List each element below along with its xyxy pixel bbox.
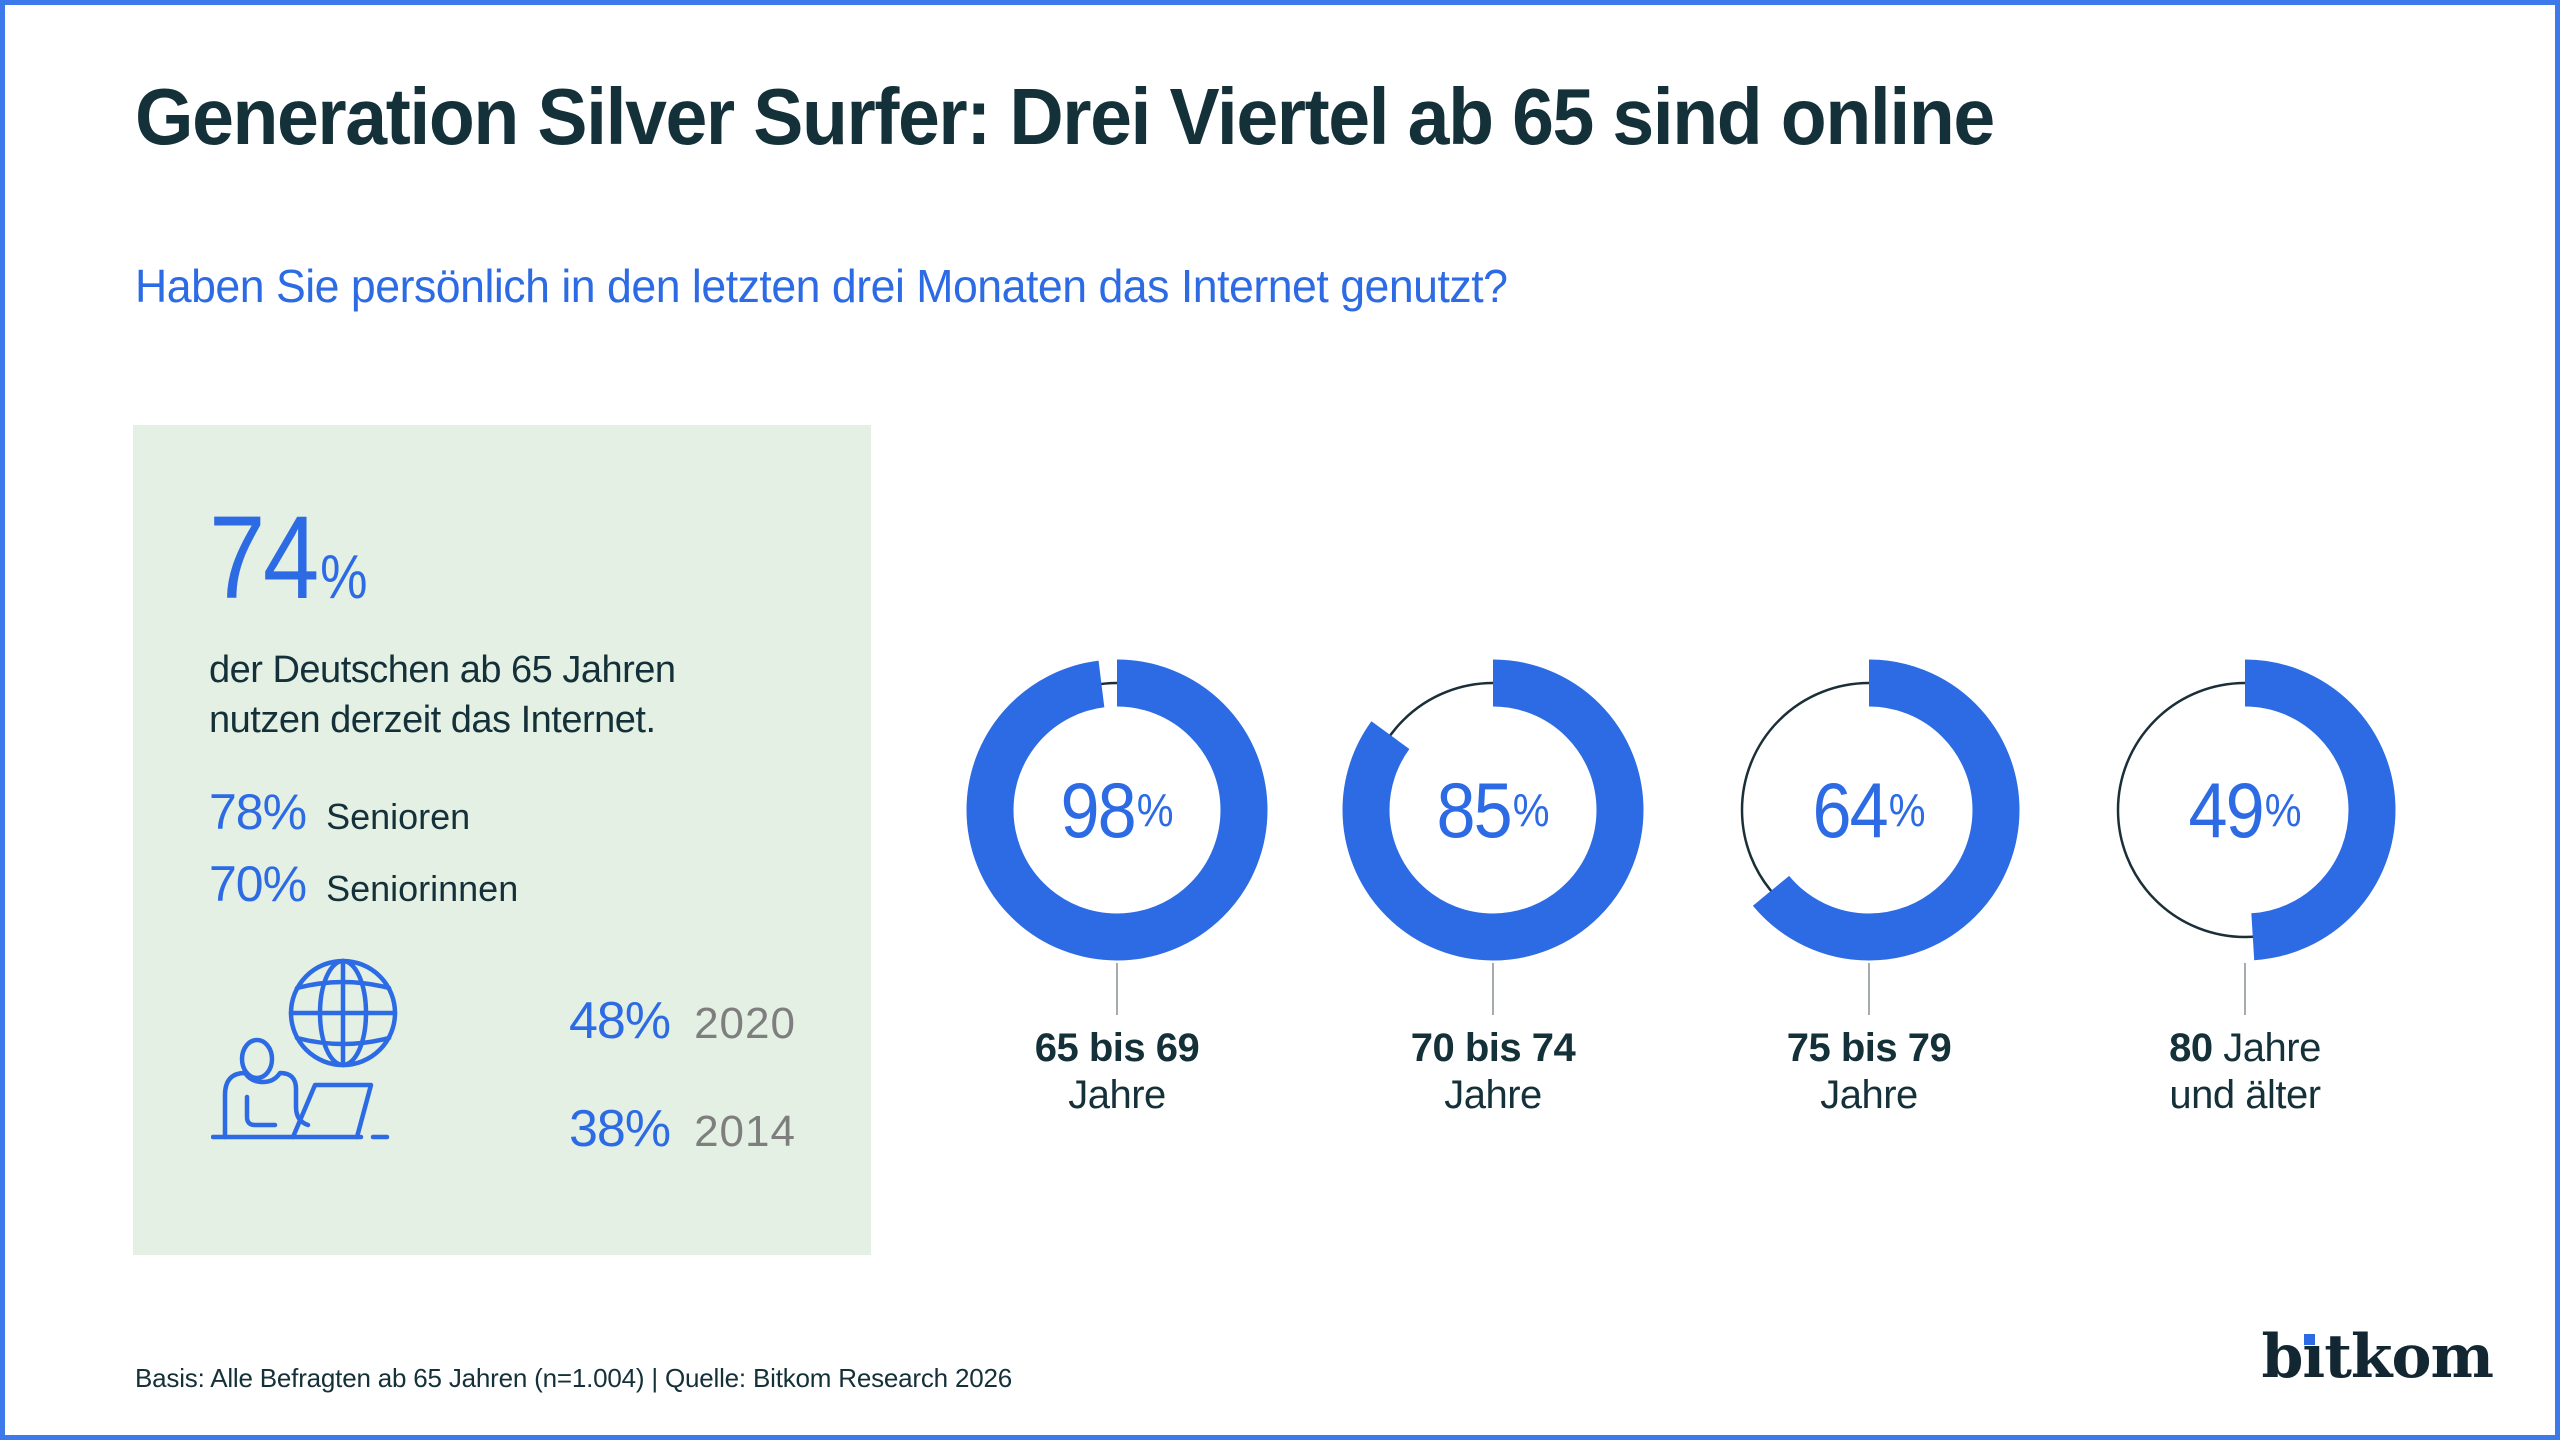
stat-label-senioren: Senioren	[326, 796, 471, 837]
donut-value-label: 49%	[2188, 766, 2302, 854]
stat-value-seniorinnen: 70%	[209, 856, 307, 912]
donut-age-label: 75 bis 79 Jahre	[1786, 1026, 1952, 1118]
person-laptop-globe-icon	[211, 958, 398, 1140]
donut-ring	[1342, 659, 1644, 961]
headline-stat-value: 74	[209, 492, 319, 624]
donut-chart-2: 85% 70 bis 74 Jahre	[1338, 655, 1648, 1135]
bitkom-logo: bı tkom	[2261, 1327, 2494, 1387]
history-value-2014: 38%	[569, 1100, 671, 1158]
headline-stat: 74%	[209, 499, 368, 617]
donut-value-label: 85%	[1436, 766, 1550, 854]
donut-chart-row: 98% 65 bis 69 Jahre 85% 70 bis 74 Jahre 64% 75 …	[5, 5, 2555, 1435]
headline-stat-unit: %	[320, 543, 368, 612]
history-value-2020: 48%	[569, 992, 671, 1050]
donut-age-label: 65 bis 69 Jahre	[1034, 1026, 1200, 1118]
donut-value-arc	[2094, 659, 2396, 961]
survey-question: Haben Sie persönlich in den letzten drei…	[135, 260, 1508, 312]
history-row-2020: 48% 2020	[569, 991, 796, 1051]
stat-label-seniorinnen: Seniorinnen	[326, 868, 519, 909]
history-year-2014: 2014	[694, 1107, 796, 1156]
page-title: Generation Silver Surfer: Drei Viertel a…	[135, 72, 1995, 161]
logo-text-post: tkom	[2324, 1322, 2494, 1392]
logo-letter-i: ı	[2302, 1327, 2325, 1387]
donut-value-label: 64%	[1812, 766, 1926, 854]
source-note: Basis: Alle Befragten ab 65 Jahren (n=1.…	[135, 1363, 1012, 1393]
donut-chart-3: 64% 75 bis 79 Jahre	[1714, 655, 2024, 1135]
history-row-2014: 38% 2014	[569, 1099, 796, 1159]
stat-value-senioren: 78%	[209, 784, 307, 840]
headline-description: der Deutschen ab 65 Jahren nutzen derzei…	[209, 649, 676, 742]
logo-i-dot	[2304, 1334, 2316, 1345]
leader-line	[2244, 963, 2246, 1015]
highlight-box: 74% der Deutschen ab 65 Jahren nutzen de…	[133, 425, 871, 1255]
donut-ring	[966, 659, 1268, 961]
donut-age-label: 70 bis 74 Jahre	[1410, 1026, 1576, 1118]
donut-ring	[2094, 659, 2396, 961]
stat-row-seniorinnen: 70% Seniorinnen	[209, 855, 518, 913]
leader-line	[1116, 963, 1118, 1015]
donut-value-arc	[966, 659, 1268, 961]
leader-line	[1492, 963, 1494, 1015]
history-year-2020: 2020	[694, 999, 796, 1048]
logo-i-stem: ı	[2302, 1322, 2325, 1392]
donut-value-arc	[1342, 659, 1644, 961]
donut-value-arc	[1718, 659, 2020, 961]
donut-chart-4: 49% 80 Jahre und älter	[2090, 655, 2400, 1135]
donut-age-label: 80 Jahre und älter	[2169, 1026, 2321, 1118]
stat-row-senioren: 78% Senioren	[209, 783, 470, 841]
donut-ring	[1718, 659, 2020, 961]
donut-chart-1: 98% 65 bis 69 Jahre	[962, 655, 1272, 1135]
logo-text-pre: b	[2261, 1322, 2303, 1392]
donut-value-label: 98%	[1060, 766, 1174, 854]
leader-line	[1868, 963, 1870, 1015]
